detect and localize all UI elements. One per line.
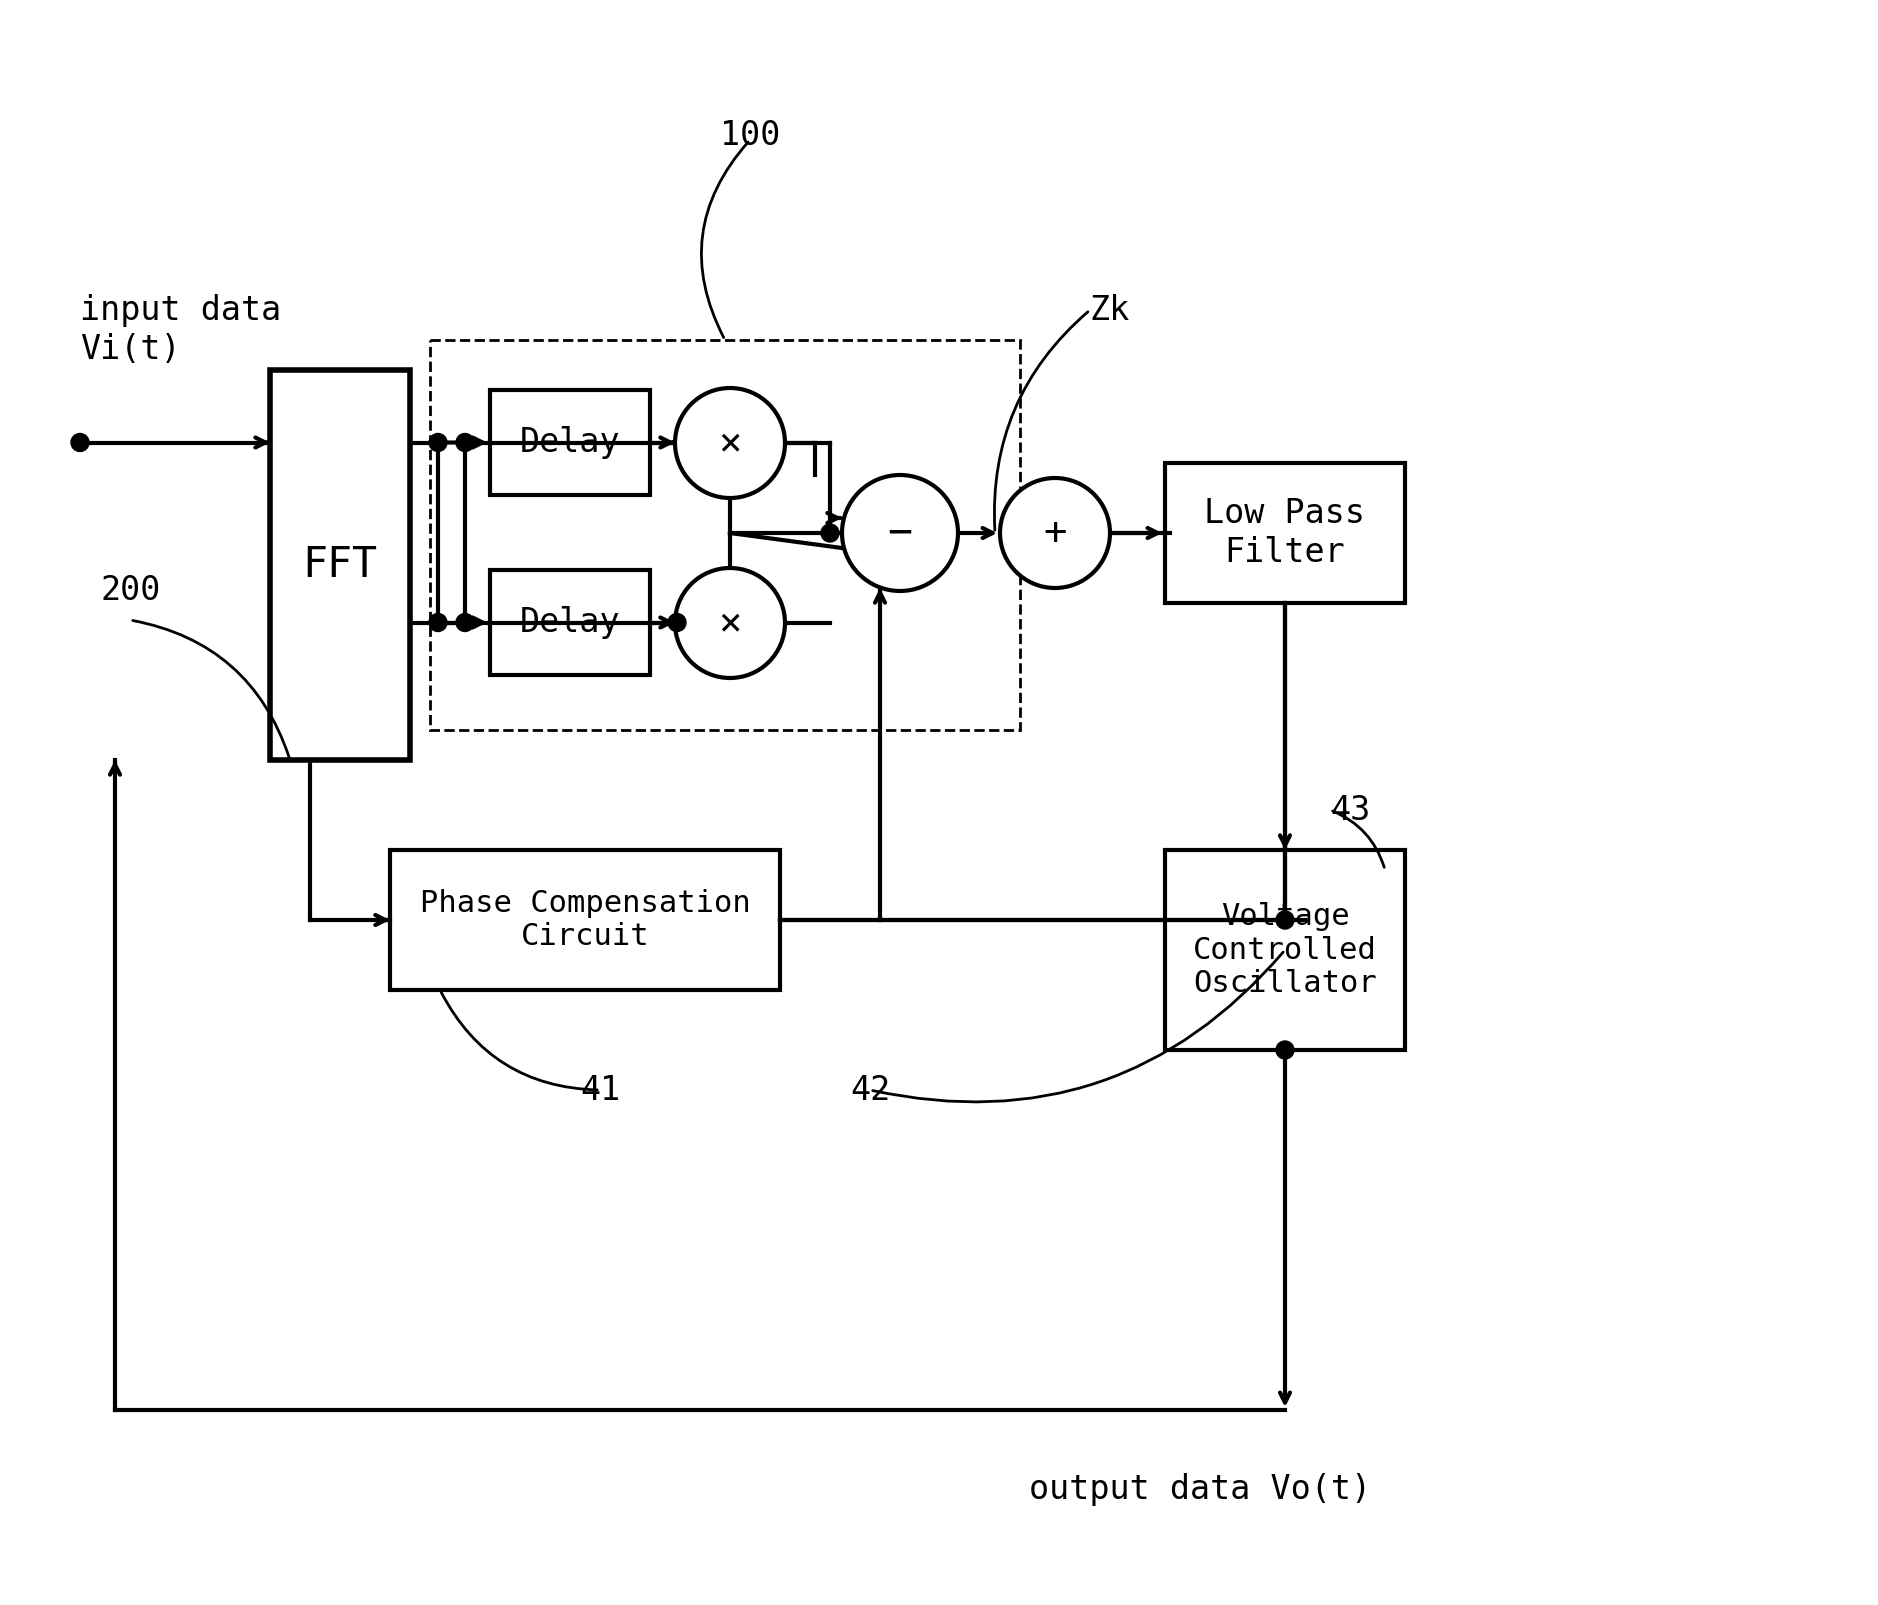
Circle shape (674, 568, 785, 677)
Bar (391, 851, 779, 990)
Bar (1164, 462, 1405, 603)
Circle shape (821, 523, 839, 542)
Circle shape (1275, 912, 1294, 929)
Bar (490, 390, 650, 494)
Circle shape (669, 613, 685, 631)
Bar (270, 371, 409, 761)
Bar (490, 570, 650, 676)
Text: output data Vo(t): output data Vo(t) (1029, 1473, 1371, 1507)
Text: Zk: Zk (1089, 294, 1131, 326)
Bar (1164, 851, 1405, 1050)
Text: Delay: Delay (520, 425, 620, 459)
Text: Phase Compensation
Circuit: Phase Compensation Circuit (419, 889, 751, 952)
Text: Low Pass
Filter: Low Pass Filter (1204, 498, 1365, 568)
Circle shape (428, 433, 447, 451)
Text: +: + (1044, 514, 1067, 552)
Circle shape (841, 475, 958, 591)
Circle shape (1275, 1042, 1294, 1059)
Text: 41: 41 (580, 1074, 620, 1106)
Text: FFT: FFT (302, 544, 377, 586)
Circle shape (428, 613, 447, 631)
Text: ×: × (717, 424, 742, 462)
Text: 42: 42 (851, 1074, 890, 1106)
Circle shape (71, 433, 88, 451)
Text: 100: 100 (719, 119, 779, 151)
Text: Voltage
Controlled
Oscillator: Voltage Controlled Oscillator (1193, 902, 1377, 998)
Text: 200: 200 (100, 573, 160, 607)
Text: Delay: Delay (520, 607, 620, 639)
Bar (430, 340, 1020, 730)
Circle shape (674, 388, 785, 498)
Text: input data
Vi(t): input data Vi(t) (81, 294, 282, 366)
Text: ×: × (717, 603, 742, 642)
Circle shape (456, 613, 473, 631)
Circle shape (456, 433, 473, 451)
Text: 43: 43 (1330, 793, 1371, 827)
Circle shape (999, 478, 1110, 587)
Text: −: − (888, 512, 913, 554)
